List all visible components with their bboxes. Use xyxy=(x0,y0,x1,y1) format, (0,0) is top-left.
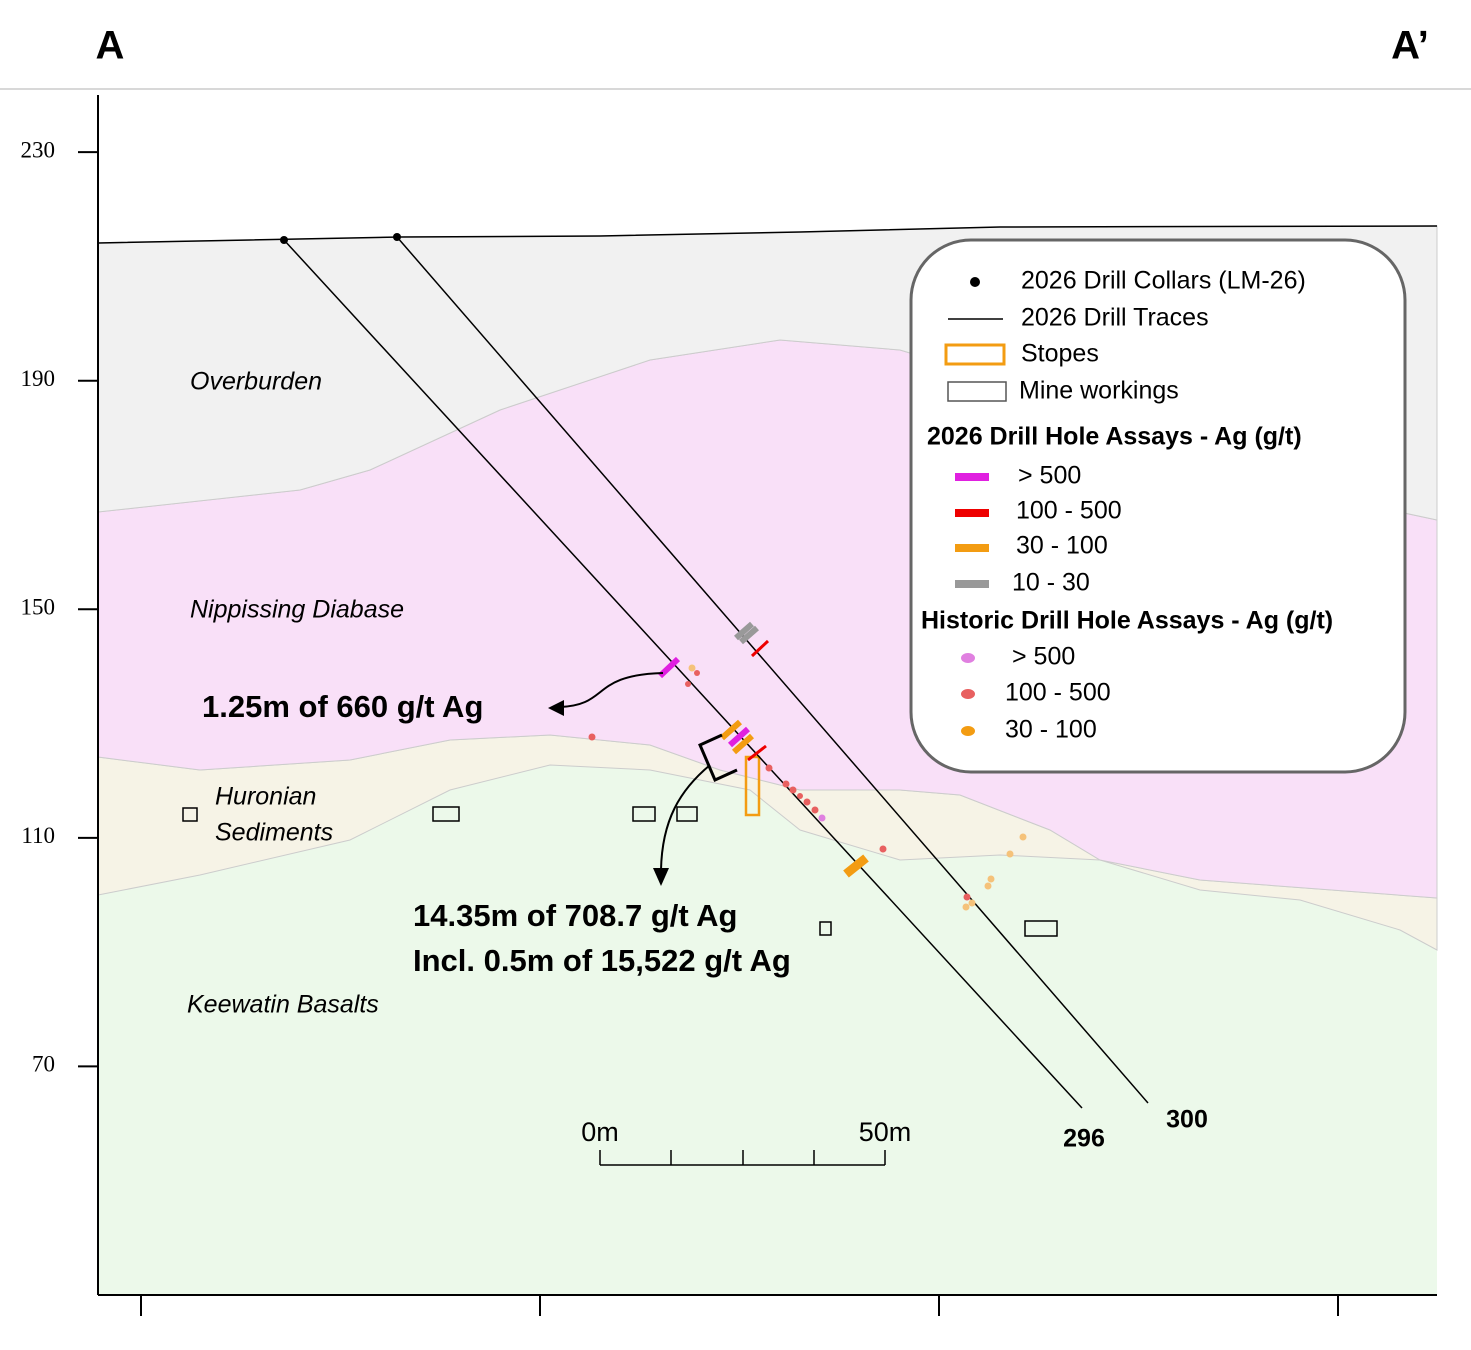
scale-label: 0m xyxy=(581,1117,619,1147)
legend-swatch xyxy=(955,509,989,517)
collar xyxy=(280,236,288,244)
collar xyxy=(393,233,401,241)
legend-label: 100 - 500 xyxy=(1016,497,1122,525)
callout-arrow xyxy=(559,672,664,708)
layer-label: Overburden xyxy=(190,368,322,396)
y-tick-label: 110 xyxy=(21,823,55,848)
legend-title: 2026 Drill Hole Assays - Ag (g/t) xyxy=(927,423,1302,451)
legend-swatch xyxy=(944,343,1006,366)
legend-label: 30 - 100 xyxy=(1005,716,1097,744)
legend-swatch xyxy=(961,726,975,736)
keewatin xyxy=(98,765,1437,1295)
bracket xyxy=(698,733,738,782)
layer-label: Huronian xyxy=(215,783,316,811)
legend-label: > 500 xyxy=(1012,643,1075,671)
legend-label: Stopes xyxy=(1021,340,1099,368)
mine-workings xyxy=(182,806,1058,937)
hole-label: 296 xyxy=(1063,1125,1105,1153)
annotation: 1.25m of 660 g/t Ag xyxy=(202,689,483,724)
arrowhead xyxy=(548,700,564,716)
legend-swatch xyxy=(947,381,1007,402)
legend-swatch xyxy=(970,277,980,287)
layer-label: Keewatin Basalts xyxy=(187,991,379,1019)
arrowhead xyxy=(653,868,669,886)
y-tick-label: 230 xyxy=(21,137,56,162)
assay-intervals xyxy=(657,621,869,878)
annotation: Incl. 0.5m of 15,522 g/t Ag xyxy=(413,943,791,978)
legend-swatch xyxy=(955,473,989,481)
y-tick-label: 150 xyxy=(21,595,56,620)
legend-label: 2026 Drill Traces xyxy=(1021,304,1209,332)
layer-label: Sediments xyxy=(215,819,333,847)
scale-bar xyxy=(599,1150,886,1166)
legend-label: 30 - 100 xyxy=(1016,532,1108,560)
legend-swatch xyxy=(961,653,975,663)
axes xyxy=(97,95,1437,1316)
legend-label: 2026 Drill Collars (LM-26) xyxy=(1021,267,1306,295)
layer-label: Nippissing Diabase xyxy=(190,596,404,624)
legend-box xyxy=(909,238,1407,774)
historic-assays xyxy=(588,664,1027,911)
section-end: A’ xyxy=(1391,24,1429,68)
legend-swatch xyxy=(961,689,975,699)
scale-label: 50m xyxy=(859,1117,912,1147)
legend-swatch xyxy=(955,580,989,588)
section-start: A xyxy=(96,24,125,68)
y-tick-label: 70 xyxy=(32,1052,55,1077)
elevation-axis: 230 190 150 110 70 xyxy=(21,137,98,1077)
legend-swatch xyxy=(955,544,989,552)
legend-label: 10 - 30 xyxy=(1012,569,1090,597)
y-tick-label: 190 xyxy=(21,366,56,391)
annotation: 14.35m of 708.7 g/t Ag xyxy=(413,898,737,933)
callout-arrow xyxy=(660,764,711,871)
legend-title: Historic Drill Hole Assays - Ag (g/t) xyxy=(921,607,1333,635)
legend-label: 100 - 500 xyxy=(1005,679,1111,707)
hole-label: 300 xyxy=(1166,1106,1208,1134)
legend-label: > 500 xyxy=(1018,462,1081,490)
legend-label: Mine workings xyxy=(1019,377,1179,405)
topography xyxy=(97,225,1438,244)
drill-traces xyxy=(283,236,1149,1109)
